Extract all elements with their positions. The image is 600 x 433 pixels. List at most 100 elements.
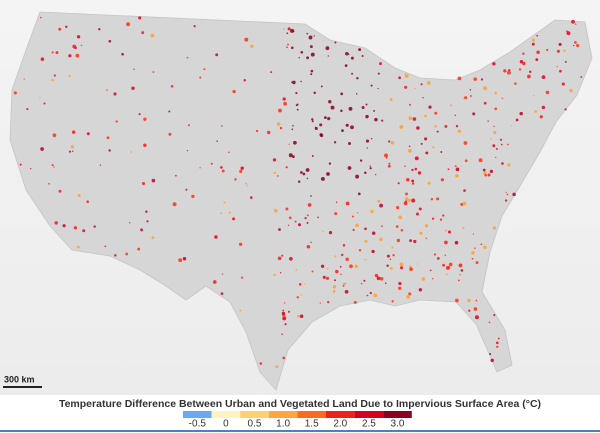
urban-dot: [420, 83, 423, 86]
urban-dot: [342, 244, 346, 247]
urban-dot: [304, 217, 307, 220]
urban-dot: [121, 52, 124, 56]
urban-dot: [463, 189, 466, 192]
urban-dot: [522, 61, 526, 66]
urban-dot: [430, 197, 434, 201]
urban-dot: [432, 277, 434, 280]
urban-dot: [541, 75, 546, 79]
urban-dot: [168, 132, 172, 136]
urban-dot: [126, 22, 131, 27]
urban-dot: [39, 96, 41, 98]
urban-dot: [345, 201, 350, 206]
urban-dot: [409, 267, 413, 271]
urban-dot: [409, 239, 412, 243]
urban-dot: [351, 72, 354, 75]
urban-dot: [573, 44, 575, 47]
urban-dot: [427, 181, 431, 185]
urban-dot: [489, 352, 492, 356]
urban-dot: [292, 124, 294, 127]
urban-dot: [358, 248, 362, 252]
urban-dot: [344, 289, 349, 294]
urban-dot: [408, 145, 411, 148]
urban-dot: [335, 269, 339, 274]
urban-dot: [345, 257, 349, 261]
urban-dot: [405, 192, 408, 196]
urban-dot: [442, 263, 445, 267]
urban-dot: [420, 142, 423, 145]
urban-dot: [474, 315, 479, 320]
urban-dot: [143, 143, 147, 147]
urban-dot: [340, 253, 344, 257]
urban-dot: [273, 171, 276, 175]
urban-dot: [459, 274, 461, 276]
urban-dot: [357, 192, 361, 196]
urban-dot: [344, 64, 348, 67]
urban-dot: [546, 48, 549, 52]
urban-dot: [454, 240, 459, 245]
urban-dot: [395, 225, 399, 228]
urban-dot: [285, 207, 289, 211]
urban-dot: [445, 265, 450, 270]
urban-dot: [397, 182, 400, 185]
urban-dot: [431, 217, 435, 220]
urban-dot: [515, 118, 519, 122]
urban-dot: [499, 138, 503, 141]
urban-dot: [53, 166, 55, 168]
urban-dot: [408, 116, 413, 121]
urban-dot: [313, 91, 316, 95]
urban-dot: [519, 60, 524, 64]
urban-dot: [373, 109, 376, 112]
urban-dot: [425, 237, 427, 239]
urban-dot: [294, 220, 297, 223]
urban-dot: [389, 258, 392, 261]
urban-dot: [391, 300, 394, 303]
urban-dot: [564, 60, 567, 63]
urban-dot: [503, 69, 507, 73]
urban-dot: [490, 137, 492, 140]
scale-label: 300 km: [4, 374, 35, 384]
colorbar-segment: [326, 411, 355, 418]
urban-dot: [306, 221, 309, 224]
urban-dot: [444, 229, 447, 232]
urban-dot: [300, 294, 303, 296]
urban-dot: [454, 114, 457, 117]
urban-dot: [492, 144, 496, 148]
urban-dot: [564, 108, 567, 111]
urban-dot: [80, 44, 83, 47]
urban-dot: [68, 54, 72, 58]
urban-dot: [363, 279, 366, 282]
urban-dot: [480, 78, 484, 81]
urban-dot: [561, 82, 565, 86]
urban-dot: [371, 231, 376, 235]
urban-dot: [472, 233, 475, 235]
urban-dot: [558, 42, 562, 46]
urban-dot: [216, 140, 218, 142]
urban-dot: [364, 258, 367, 261]
urban-dot: [259, 362, 263, 365]
urban-dot: [281, 254, 284, 257]
urban-dot: [426, 81, 431, 85]
urban-dot: [277, 256, 282, 261]
urban-dot: [492, 226, 497, 230]
urban-dot: [276, 175, 279, 177]
urban-dot: [71, 150, 74, 153]
urban-dot: [23, 78, 25, 80]
urban-dot: [379, 203, 384, 208]
urban-dot: [320, 85, 323, 88]
urban-dot: [482, 168, 486, 172]
urban-dot: [138, 113, 141, 116]
urban-dot: [291, 46, 294, 50]
urban-dot: [322, 230, 324, 233]
urban-dot: [285, 166, 288, 169]
urban-dot: [495, 147, 498, 150]
urban-dot: [246, 184, 248, 187]
urban-dot: [473, 307, 478, 311]
urban-dot: [406, 294, 410, 299]
urban-dot: [446, 273, 448, 276]
urban-dot: [414, 156, 419, 161]
urban-dot: [273, 273, 276, 277]
urban-dot: [531, 42, 535, 46]
urban-dot: [439, 218, 443, 221]
urban-dot: [361, 106, 365, 109]
urban-dot: [243, 78, 246, 82]
